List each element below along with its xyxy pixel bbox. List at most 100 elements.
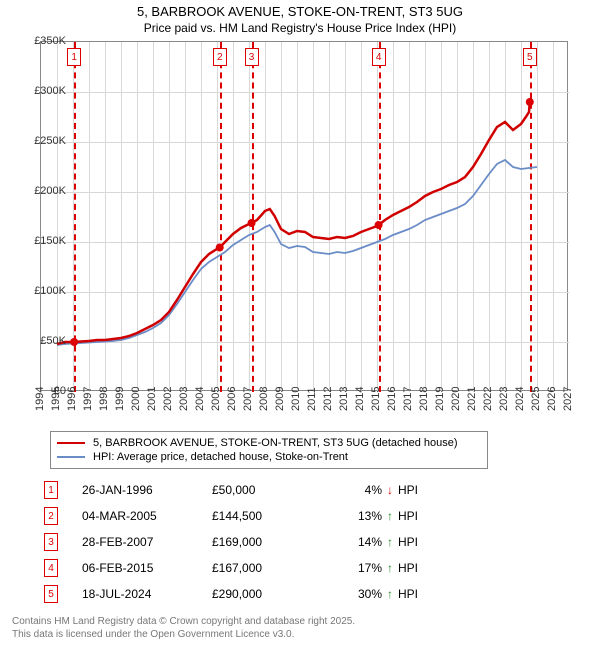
sale-arrow-icon: ↑	[382, 561, 398, 575]
sale-hpi-label: HPI	[398, 483, 438, 497]
x-tick-label: 2016	[386, 387, 398, 411]
x-tick-label: 2005	[210, 387, 222, 411]
sale-percent: 30%	[322, 587, 382, 601]
x-tick-label: 2008	[258, 387, 270, 411]
footer-line2: This data is licensed under the Open Gov…	[12, 628, 600, 641]
sale-hpi-label: HPI	[398, 561, 438, 575]
y-tick-label: £100K	[34, 285, 66, 297]
legend-swatch	[57, 456, 85, 458]
y-tick-label: £150K	[34, 235, 66, 247]
legend-row-hpi: HPI: Average price, detached house, Stok…	[57, 450, 481, 464]
x-tick-label: 1998	[98, 387, 110, 411]
sale-date: 18-JUL-2024	[82, 587, 212, 601]
x-tick-label: 2004	[194, 387, 206, 411]
sale-arrow-icon: ↑	[382, 535, 398, 549]
sale-number-box: 4	[44, 559, 58, 577]
x-tick-label: 2026	[546, 387, 558, 411]
sale-percent: 13%	[322, 509, 382, 523]
x-tick-label: 1995	[50, 387, 62, 411]
sale-number-box: 1	[44, 481, 58, 499]
sale-marker-number: 1	[67, 48, 81, 66]
sale-percent: 17%	[322, 561, 382, 575]
sale-hpi-label: HPI	[398, 509, 438, 523]
x-tick-label: 2011	[306, 387, 318, 411]
y-tick-label: £250K	[34, 135, 66, 147]
sale-marker-number: 2	[213, 48, 227, 66]
x-tick-label: 2001	[146, 387, 158, 411]
chart-plot: 12345	[40, 41, 568, 391]
y-tick-label: £350K	[34, 35, 66, 47]
x-tick-label: 2013	[338, 387, 350, 411]
x-tick-label: 1999	[114, 387, 126, 411]
sale-arrow-icon: ↓	[382, 483, 398, 497]
sale-marker-dot	[216, 244, 224, 252]
x-tick-label: 2015	[370, 387, 382, 411]
chart-container: 12345 £0£50K£100K£150K£200K£250K£300K£35…	[40, 41, 600, 421]
sale-marker-number: 4	[372, 48, 386, 66]
legend-swatch	[57, 442, 85, 444]
legend-row-price-paid: 5, BARBROOK AVENUE, STOKE-ON-TRENT, ST3 …	[57, 436, 481, 450]
sale-date: 26-JAN-1996	[82, 483, 212, 497]
sale-hpi-label: HPI	[398, 535, 438, 549]
x-tick-label: 2012	[322, 387, 334, 411]
chart-legend: 5, BARBROOK AVENUE, STOKE-ON-TRENT, ST3 …	[50, 431, 488, 469]
sale-price: £167,000	[212, 561, 322, 575]
x-tick-label: 2025	[530, 387, 542, 411]
sale-marker-dot	[248, 219, 256, 227]
sale-arrow-icon: ↑	[382, 587, 398, 601]
x-tick-label: 2014	[354, 387, 366, 411]
x-tick-label: 1997	[82, 387, 94, 411]
x-tick-label: 2000	[130, 387, 142, 411]
x-tick-label: 2003	[178, 387, 190, 411]
x-tick-label: 2021	[466, 387, 478, 411]
sale-row: 4 06-FEB-2015£167,00017%↑HPI	[44, 555, 544, 581]
sale-row: 5 18-JUL-2024£290,00030%↑HPI	[44, 581, 544, 607]
sale-percent: 14%	[322, 535, 382, 549]
sale-price: £50,000	[212, 483, 322, 497]
sale-date: 06-FEB-2015	[82, 561, 212, 575]
x-tick-label: 1996	[66, 387, 78, 411]
sale-number-box: 2	[44, 507, 58, 525]
sale-price: £290,000	[212, 587, 322, 601]
sale-row: 1 26-JAN-1996£50,0004%↓HPI	[44, 477, 544, 503]
footer-text: Contains HM Land Registry data © Crown c…	[12, 615, 600, 641]
sale-row: 2 04-MAR-2005£144,50013%↑HPI	[44, 503, 544, 529]
sale-marker-dot	[526, 98, 534, 106]
x-tick-label: 2010	[290, 387, 302, 411]
x-tick-label: 2018	[418, 387, 430, 411]
sale-date: 04-MAR-2005	[82, 509, 212, 523]
y-tick-label: £50K	[40, 335, 66, 347]
y-tick-label: £200K	[34, 185, 66, 197]
sale-number-box: 3	[44, 533, 58, 551]
x-tick-label: 2006	[226, 387, 238, 411]
x-tick-label: 2009	[274, 387, 286, 411]
sale-marker-dot	[70, 338, 78, 346]
sale-arrow-icon: ↑	[382, 509, 398, 523]
sale-hpi-label: HPI	[398, 587, 438, 601]
sale-date: 28-FEB-2007	[82, 535, 212, 549]
sale-row: 3 28-FEB-2007£169,00014%↑HPI	[44, 529, 544, 555]
sale-marker-number: 3	[245, 48, 259, 66]
x-tick-label: 2007	[242, 387, 254, 411]
y-tick-label: £300K	[34, 85, 66, 97]
footer-line1: Contains HM Land Registry data © Crown c…	[12, 615, 600, 628]
x-tick-label: 2022	[482, 387, 494, 411]
x-tick-label: 2023	[498, 387, 510, 411]
sale-marker-dot	[375, 221, 383, 229]
sales-table: 126-JAN-1996£50,0004%↓HPI204-MAR-2005£14…	[44, 477, 544, 607]
legend-label: HPI: Average price, detached house, Stok…	[93, 451, 348, 463]
sale-percent: 4%	[322, 483, 382, 497]
series-price_paid	[57, 102, 530, 344]
x-tick-label: 2027	[562, 387, 574, 411]
x-tick-label: 2024	[514, 387, 526, 411]
legend-label: 5, BARBROOK AVENUE, STOKE-ON-TRENT, ST3 …	[93, 437, 458, 449]
x-tick-label: 2019	[434, 387, 446, 411]
sale-number-box: 5	[44, 585, 58, 603]
series-hpi	[57, 160, 537, 345]
sale-price: £169,000	[212, 535, 322, 549]
x-tick-label: 1994	[34, 387, 46, 411]
sale-marker-number: 5	[523, 48, 537, 66]
chart-subtitle: Price paid vs. HM Land Registry's House …	[0, 21, 600, 41]
sale-price: £144,500	[212, 509, 322, 523]
x-tick-label: 2002	[162, 387, 174, 411]
